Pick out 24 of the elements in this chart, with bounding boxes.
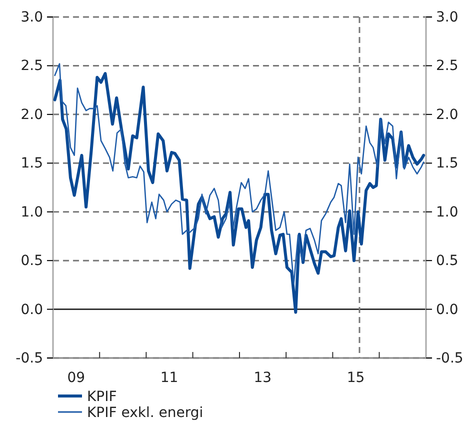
y-tick-label: 2.0	[20, 106, 43, 123]
line-series	[54, 63, 424, 285]
x-tick-label: 13	[254, 370, 272, 386]
line-series	[53, 72, 426, 314]
y-tick-label: 3.0	[20, 9, 43, 26]
y2-tick-label: 1.5	[436, 156, 458, 172]
y-tick-label: 1.5	[20, 156, 43, 172]
x-tick-label: 15	[346, 370, 365, 386]
x-tick-label: 11	[160, 370, 178, 386]
legend-label: KPIF exkl. energi	[87, 405, 204, 421]
y2-tick-label: 0.5	[436, 253, 458, 270]
y-tick-label: 0.5	[20, 253, 43, 270]
y-tick-label: -0.5	[16, 350, 43, 366]
legend-label: KPIF	[87, 389, 117, 405]
x-tick-label: 09	[67, 370, 86, 386]
y-tick-label: 0.0	[20, 302, 43, 318]
y2-tick-label: 1.0	[436, 204, 458, 220]
y2-tick-label: -0.5	[436, 350, 464, 366]
y-tick-label: 2.5	[20, 58, 43, 74]
y2-tick-label: 2.0	[436, 106, 458, 123]
y2-tick-label: 3.0	[436, 9, 458, 26]
y2-tick-label: 2.5	[436, 58, 458, 74]
y2-tick-label: 0.0	[436, 302, 458, 318]
y-tick-label: 1.0	[20, 204, 43, 220]
